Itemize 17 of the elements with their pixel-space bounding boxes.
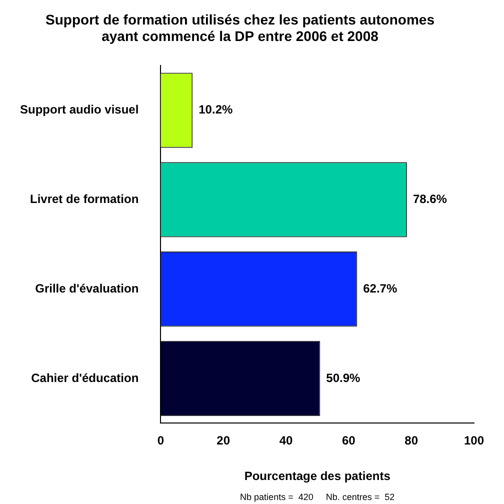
y-tick-label: Livret de formation (30, 192, 139, 206)
data-label: 78.6% (412, 192, 448, 206)
x-tick-label: 80 (404, 434, 418, 448)
y-tick-label: Support audio visuel (20, 102, 139, 117)
x-tick-label: 60 (342, 434, 356, 448)
x-tick-label: 0 (157, 434, 164, 448)
text: Nb patients = 420 Nb. centres = 52 (240, 492, 395, 502)
data-label: 10.2% (198, 102, 233, 117)
x-tick-label: 20 (216, 434, 230, 448)
x-tick-label: 100 (464, 434, 484, 448)
data-label: 50.9% (326, 370, 361, 385)
x-axis-title: Pourcentage des patients (244, 469, 391, 484)
y-tick-label: Grille d'évaluation (35, 281, 139, 296)
chart-title: Support de formation utilisés chez les patients autonomes ayant commencé la DP entre 2006 et 2008 (46, 11, 435, 44)
x-tick-label: 40 (279, 434, 293, 448)
y-tick-label: Cahier d'éducation (31, 370, 139, 385)
data-label: 62.7% (363, 281, 398, 296)
